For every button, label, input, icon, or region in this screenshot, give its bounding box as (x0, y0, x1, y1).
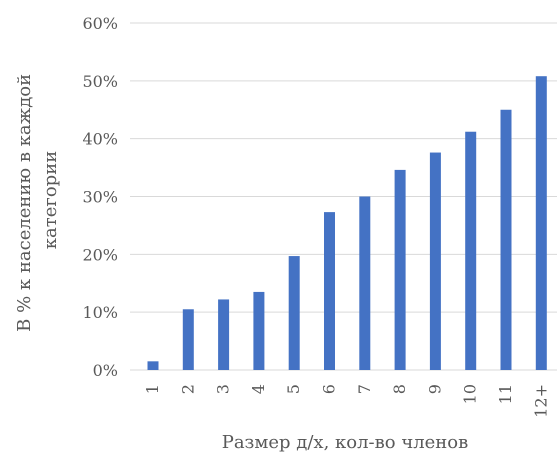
y-tick-label: 0% (93, 361, 118, 380)
bar-2 (182, 309, 194, 370)
x-tick-label: 10 (461, 384, 480, 404)
x-tick-label: 3 (214, 384, 233, 394)
x-tick-label: 4 (249, 384, 268, 394)
y-tick-labels: 0% 10% 20% 30% 40% 50% 60% (82, 14, 118, 380)
y-tick-label: 50% (82, 72, 118, 91)
bars (147, 76, 547, 370)
bar-4 (253, 291, 265, 370)
bar-6 (324, 212, 335, 370)
bar-7 (359, 196, 371, 370)
x-tick-label: 11 (496, 384, 515, 404)
y-axis-title-line-1: В % к населению в каждой (14, 74, 35, 332)
y-tick-label: 30% (82, 188, 118, 207)
x-tick-label: 8 (390, 384, 409, 394)
x-tick-labels: 1 2 3 4 5 6 7 8 9 10 11 12+ (143, 384, 550, 418)
bar-8 (394, 169, 406, 370)
y-tick-label: 10% (82, 303, 118, 322)
bar-12+ (535, 76, 547, 370)
x-axis-title: Размер д/х, кол-во членов (222, 432, 469, 453)
bar-5 (288, 256, 300, 370)
x-tick-label: 2 (178, 384, 197, 394)
gridlines (130, 22, 557, 371)
y-tick-label: 40% (82, 130, 118, 149)
bar-1 (147, 361, 159, 370)
y-axis-title: В % к населению в каждой категории (14, 68, 61, 332)
x-tick-label: 7 (355, 384, 374, 394)
y-axis-title-line-2: категории (40, 151, 61, 249)
bar-10 (465, 131, 477, 370)
x-tick-label: 9 (425, 384, 444, 394)
x-tick-label: 6 (320, 384, 339, 394)
x-tick-label: 5 (284, 384, 303, 394)
y-tick-label: 60% (82, 14, 118, 33)
x-tick-label: 1 (143, 384, 162, 394)
y-tick-label: 20% (82, 245, 118, 264)
bar-11 (500, 109, 512, 370)
x-tick-label: 12+ (531, 384, 550, 418)
bar-3 (218, 299, 230, 370)
bar-9 (429, 152, 441, 370)
